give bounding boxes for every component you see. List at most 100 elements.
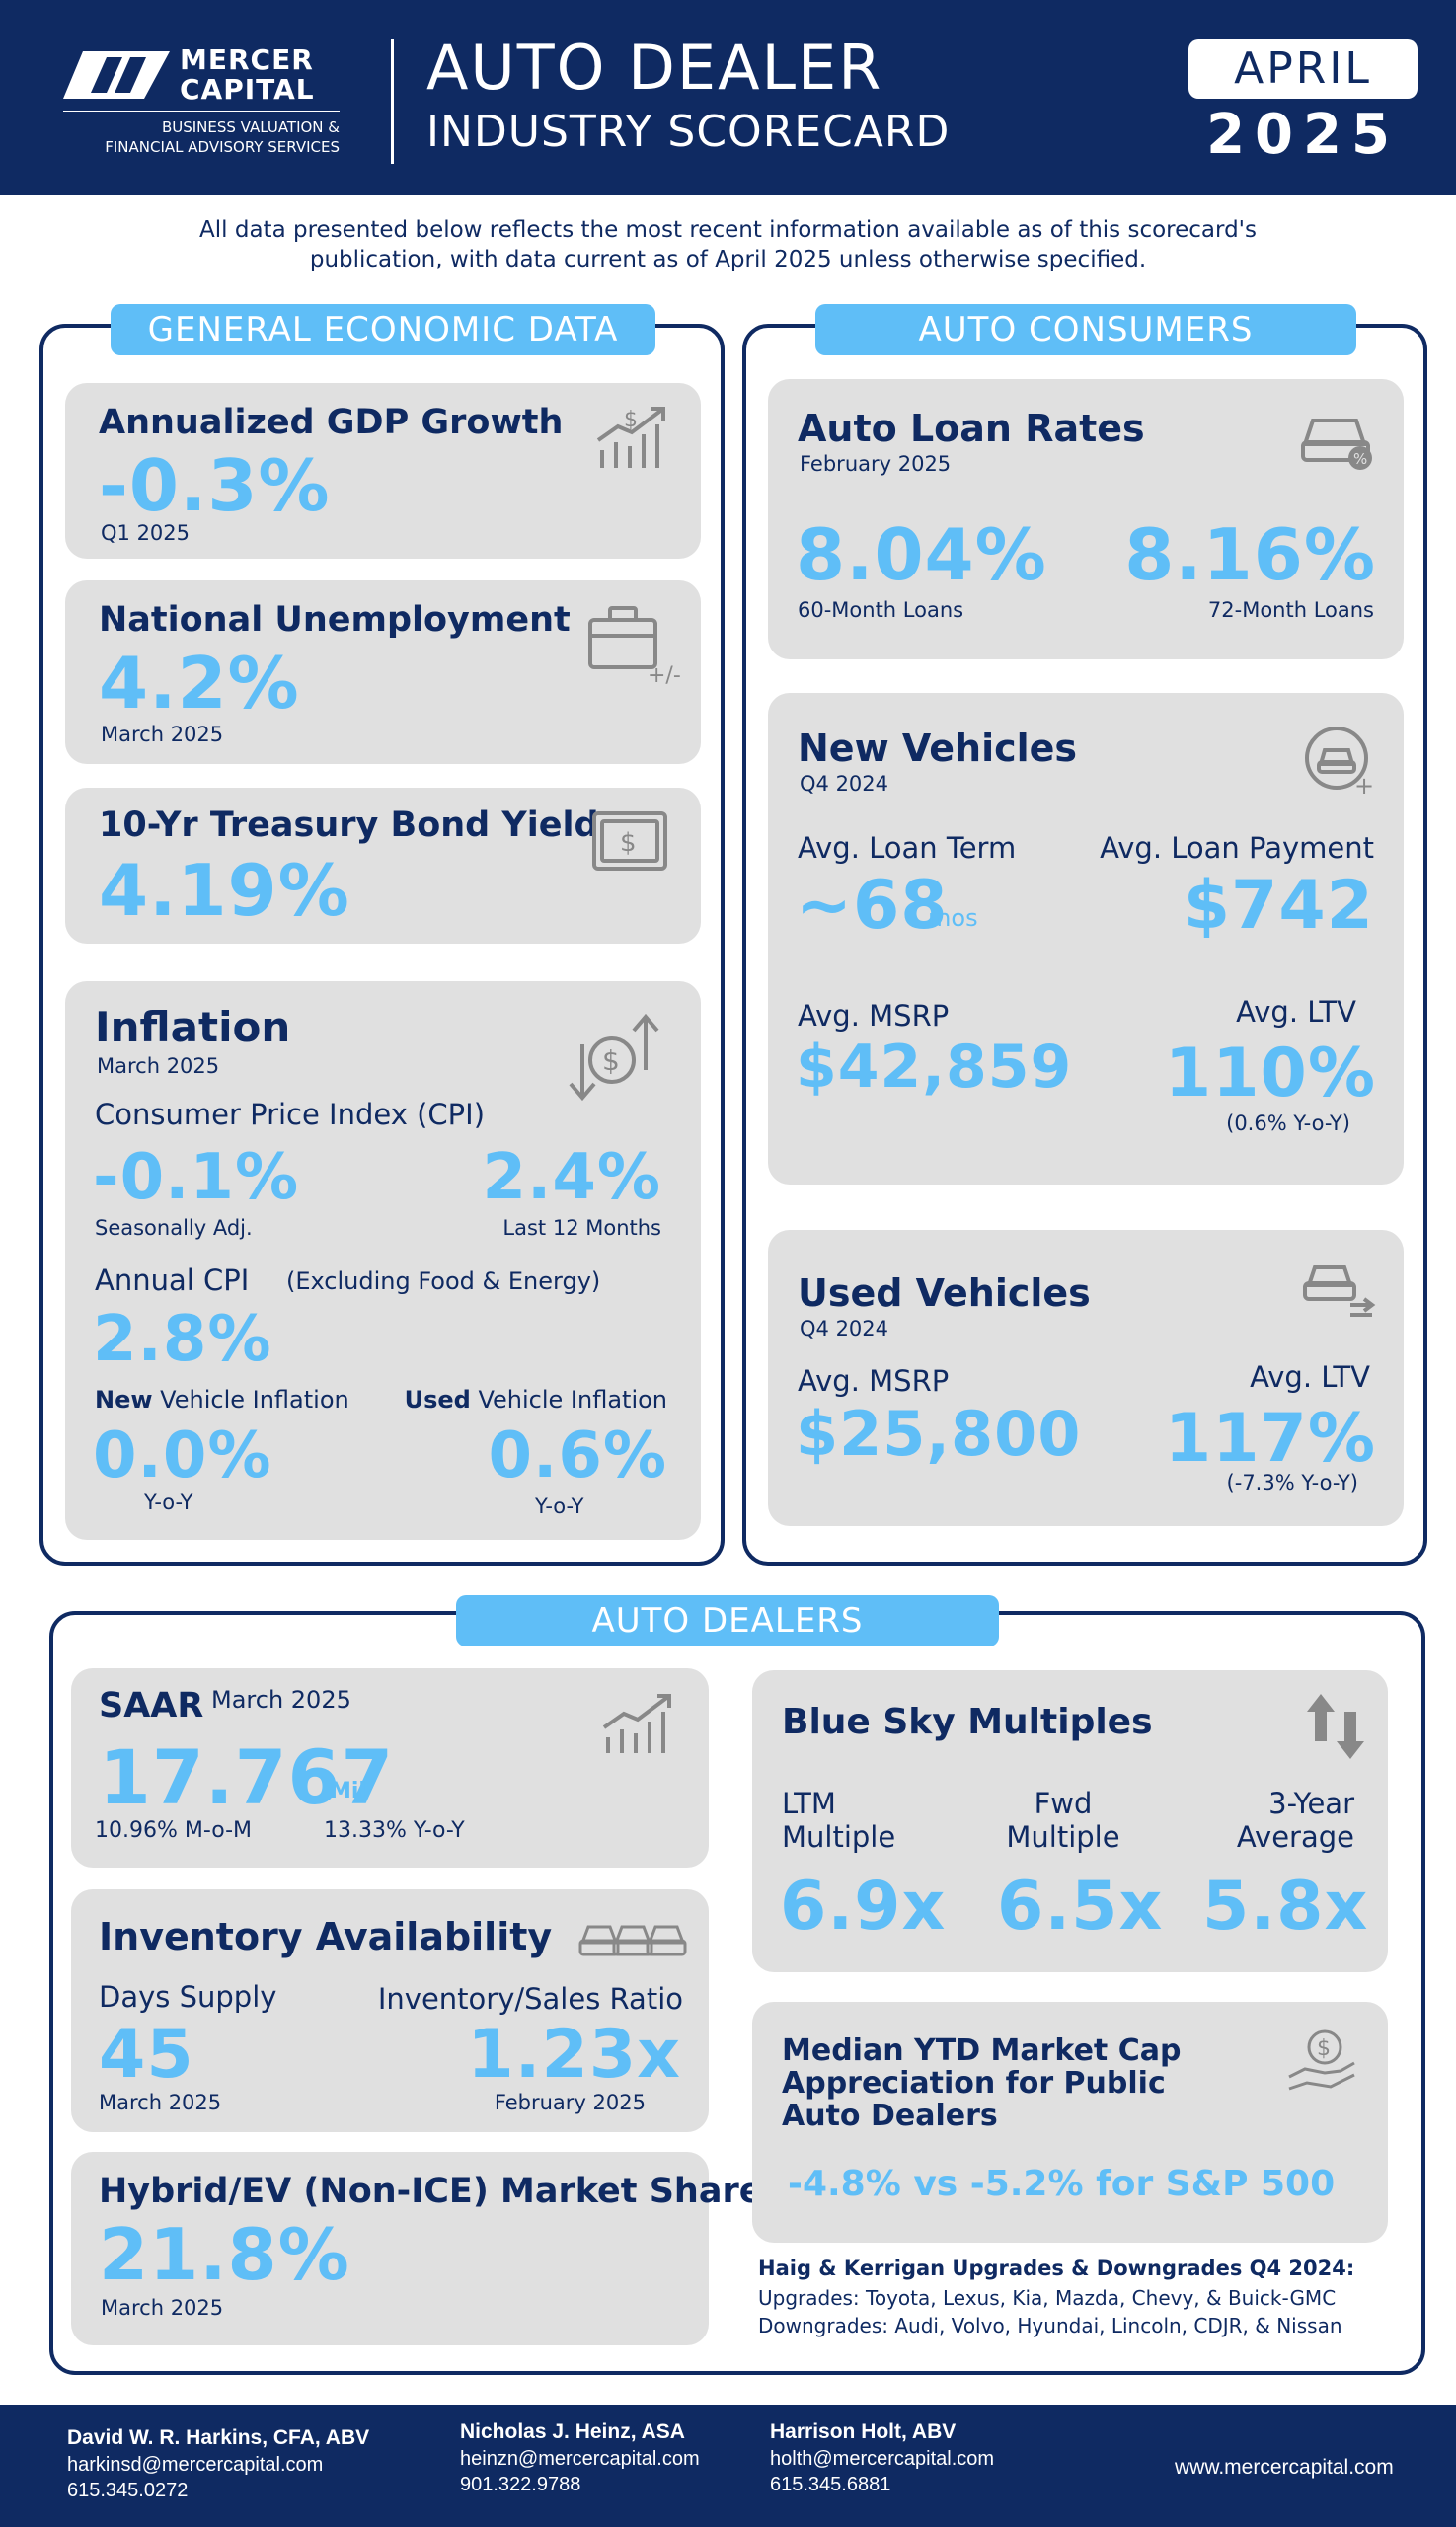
cpi-12m-label: Last 12 Months [502, 1216, 661, 1240]
core-cpi-note: (Excluding Food & Energy) [286, 1267, 601, 1295]
svg-text:+: + [1354, 772, 1374, 798]
core-cpi-label: Annual CPI [95, 1264, 250, 1297]
loan-rates-title: Auto Loan Rates [798, 407, 1145, 450]
loan-rates-card: Auto Loan Rates February 2025 % 8.04% 60… [768, 379, 1404, 659]
rate-60-label: 60-Month Loans [798, 598, 964, 622]
inflation-card: Inflation March 2025 $ Consumer Price In… [65, 981, 701, 1540]
gdp-period: Q1 2025 [101, 521, 191, 545]
days-supply-value: 45 [99, 2016, 194, 2094]
cpi-sa-label: Seasonally Adj. [95, 1216, 253, 1240]
contact-2-email[interactable]: heinzn@mercercapital.com [460, 2448, 700, 2470]
general-economic-heading: GENERAL ECONOMIC DATA [111, 304, 655, 355]
header-banner: MERCER CAPITAL BUSINESS VALUATION & FINA… [0, 0, 1456, 195]
loan-payment-value: $742 [1183, 867, 1374, 945]
used-vehicle-inflation-sub: Y-o-Y [535, 1494, 584, 1518]
logo-rule [63, 111, 340, 112]
used-ltv-value: 117% [1164, 1400, 1376, 1478]
new-vehicle-inflation-value: 0.0% [93, 1419, 272, 1493]
haig-downgrades: Downgrades: Audi, Volvo, Hyundai, Lincol… [758, 2314, 1342, 2337]
inflation-period: March 2025 [97, 1054, 220, 1078]
blue-sky-title: Blue Sky Multiples [782, 1702, 1153, 1742]
market-cap-title-1: Median YTD Market Cap [782, 2033, 1182, 2068]
bond-certificate-icon: $ [592, 811, 667, 871]
svg-text:$: $ [620, 828, 637, 858]
used-vehicles-period: Q4 2024 [800, 1317, 889, 1340]
saar-title: SAAR [99, 1686, 204, 1725]
inventory-ratio-value: 1.23x [467, 2016, 681, 2094]
used-msrp-label: Avg. MSRP [798, 1364, 950, 1398]
market-cap-value: -4.8% vs -5.2% for S&P 500 [788, 2164, 1336, 2204]
saar-value: 17.767 [99, 1733, 395, 1821]
car-swap-icon [1303, 1265, 1376, 1317]
svg-text:%: % [1353, 450, 1367, 468]
saar-card: SAAR March 2025 17.767 Mil 10.96% M-o-M … [71, 1668, 709, 1868]
core-cpi-value: 2.8% [93, 1303, 272, 1376]
header-divider [391, 39, 394, 164]
contact-1-name: David W. R. Harkins, CFA, ABV [67, 2426, 370, 2449]
briefcase-icon [588, 606, 657, 669]
loan-term-label: Avg. Loan Term [798, 831, 1017, 865]
saar-mom: 10.96% M-o-M [95, 1818, 252, 1843]
footer-banner: David W. R. Harkins, CFA, ABV harkinsd@m… [0, 2405, 1456, 2527]
svg-text:$: $ [602, 1044, 620, 1077]
page-subtitle: INDUSTRY SCORECARD [426, 107, 951, 157]
ltm-label-1: LTM [782, 1787, 836, 1820]
plus-minus-icon: +/- [648, 663, 681, 688]
contact-3-phone[interactable]: 615.345.6881 [770, 2474, 891, 2495]
inventory-card: Inventory Availability Days Supply 45 Ma… [71, 1889, 709, 2132]
cars-row-icon [578, 1925, 687, 1956]
auto-consumers-heading: AUTO CONSUMERS [815, 304, 1356, 355]
new-vehicles-card: New Vehicles Q4 2024 + Avg. Loan Term ~6… [768, 693, 1404, 1185]
gdp-value: -0.3% [99, 444, 331, 527]
money-hand-icon: $ [1288, 2029, 1355, 2091]
new-vehicle-inflation-label: New Vehicle Inflation [95, 1386, 349, 1414]
new-ltv-note: (0.6% Y-o-Y) [1226, 1111, 1350, 1135]
unemployment-period: March 2025 [101, 723, 224, 746]
contact-3-email[interactable]: holth@mercercapital.com [770, 2448, 995, 2470]
contact-2-name: Nicholas J. Heinz, ASA [460, 2420, 685, 2443]
used-bold-text: Used [404, 1386, 471, 1414]
avg-value: 5.8x [1202, 1868, 1369, 1946]
contact-1-email[interactable]: harkinsd@mercercapital.com [67, 2454, 324, 2476]
mercer-logo[interactable]: MERCER CAPITAL BUSINESS VALUATION & FINA… [63, 43, 349, 162]
contact-2-phone[interactable]: 901.322.9788 [460, 2474, 581, 2495]
svg-text:$: $ [1317, 2036, 1331, 2061]
saar-period: March 2025 [211, 1686, 351, 1714]
inventory-ratio-label: Inventory/Sales Ratio [377, 1982, 683, 2016]
growth-chart-icon: $ [596, 407, 665, 468]
year-label: 2025 [1206, 103, 1400, 167]
cpi-label: Consumer Price Index (CPI) [95, 1098, 486, 1131]
logo-tagline2: FINANCIAL ADVISORY SERVICES [105, 138, 340, 156]
rate-72-label: 72-Month Loans [1207, 598, 1374, 622]
used-vehicles-card: Used Vehicles Q4 2024 Avg. MSRP $25,800 … [768, 1230, 1404, 1526]
used-vehicle-inflation-label: Used Vehicle Inflation [361, 1386, 667, 1414]
new-msrp-value: $42,859 [796, 1033, 1073, 1102]
used-ltv-note: (-7.3% Y-o-Y) [1226, 1471, 1358, 1494]
loan-payment-label: Avg. Loan Payment [1100, 831, 1374, 865]
hybrid-ev-title: Hybrid/EV (Non-ICE) Market Share [99, 2172, 763, 2211]
contact-1-phone[interactable]: 615.345.0272 [67, 2480, 189, 2501]
new-vehicles-period: Q4 2024 [800, 772, 889, 796]
intro-line1: All data presented below reflects the mo… [199, 217, 1257, 243]
ltm-value: 6.9x [780, 1868, 947, 1946]
days-supply-period: March 2025 [99, 2091, 222, 2114]
website-link[interactable]: www.mercercapital.com [1175, 2456, 1394, 2479]
fwd-label-1: Fwd [1034, 1787, 1093, 1820]
gdp-title: Annualized GDP Growth [99, 403, 564, 442]
haig-title: Haig & Kerrigan Upgrades & Downgrades Q4… [758, 2257, 1355, 2280]
logo-name-line1: MERCER [180, 43, 314, 76]
new-vehicles-title: New Vehicles [798, 727, 1078, 770]
logo-tagline1: BUSINESS VALUATION & [161, 118, 340, 136]
used-label-text: Vehicle Inflation [470, 1386, 667, 1414]
new-bold-text: New [95, 1386, 153, 1414]
used-msrp-value: $25,800 [796, 1398, 1082, 1470]
treasury-card: 10-Yr Treasury Bond Yield 4.19% $ [65, 788, 701, 944]
hybrid-ev-card: Hybrid/EV (Non-ICE) Market Share 21.8% M… [71, 2152, 762, 2345]
loan-term-value: ~68 [796, 867, 949, 945]
new-msrp-label: Avg. MSRP [798, 999, 950, 1033]
intro-line2: publication, with data current as of Apr… [309, 247, 1147, 272]
loan-rates-period: February 2025 [800, 452, 952, 476]
loan-term-unit: mos [928, 904, 978, 932]
used-vehicle-inflation-value: 0.6% [488, 1419, 667, 1493]
new-label-text: Vehicle Inflation [152, 1386, 349, 1414]
